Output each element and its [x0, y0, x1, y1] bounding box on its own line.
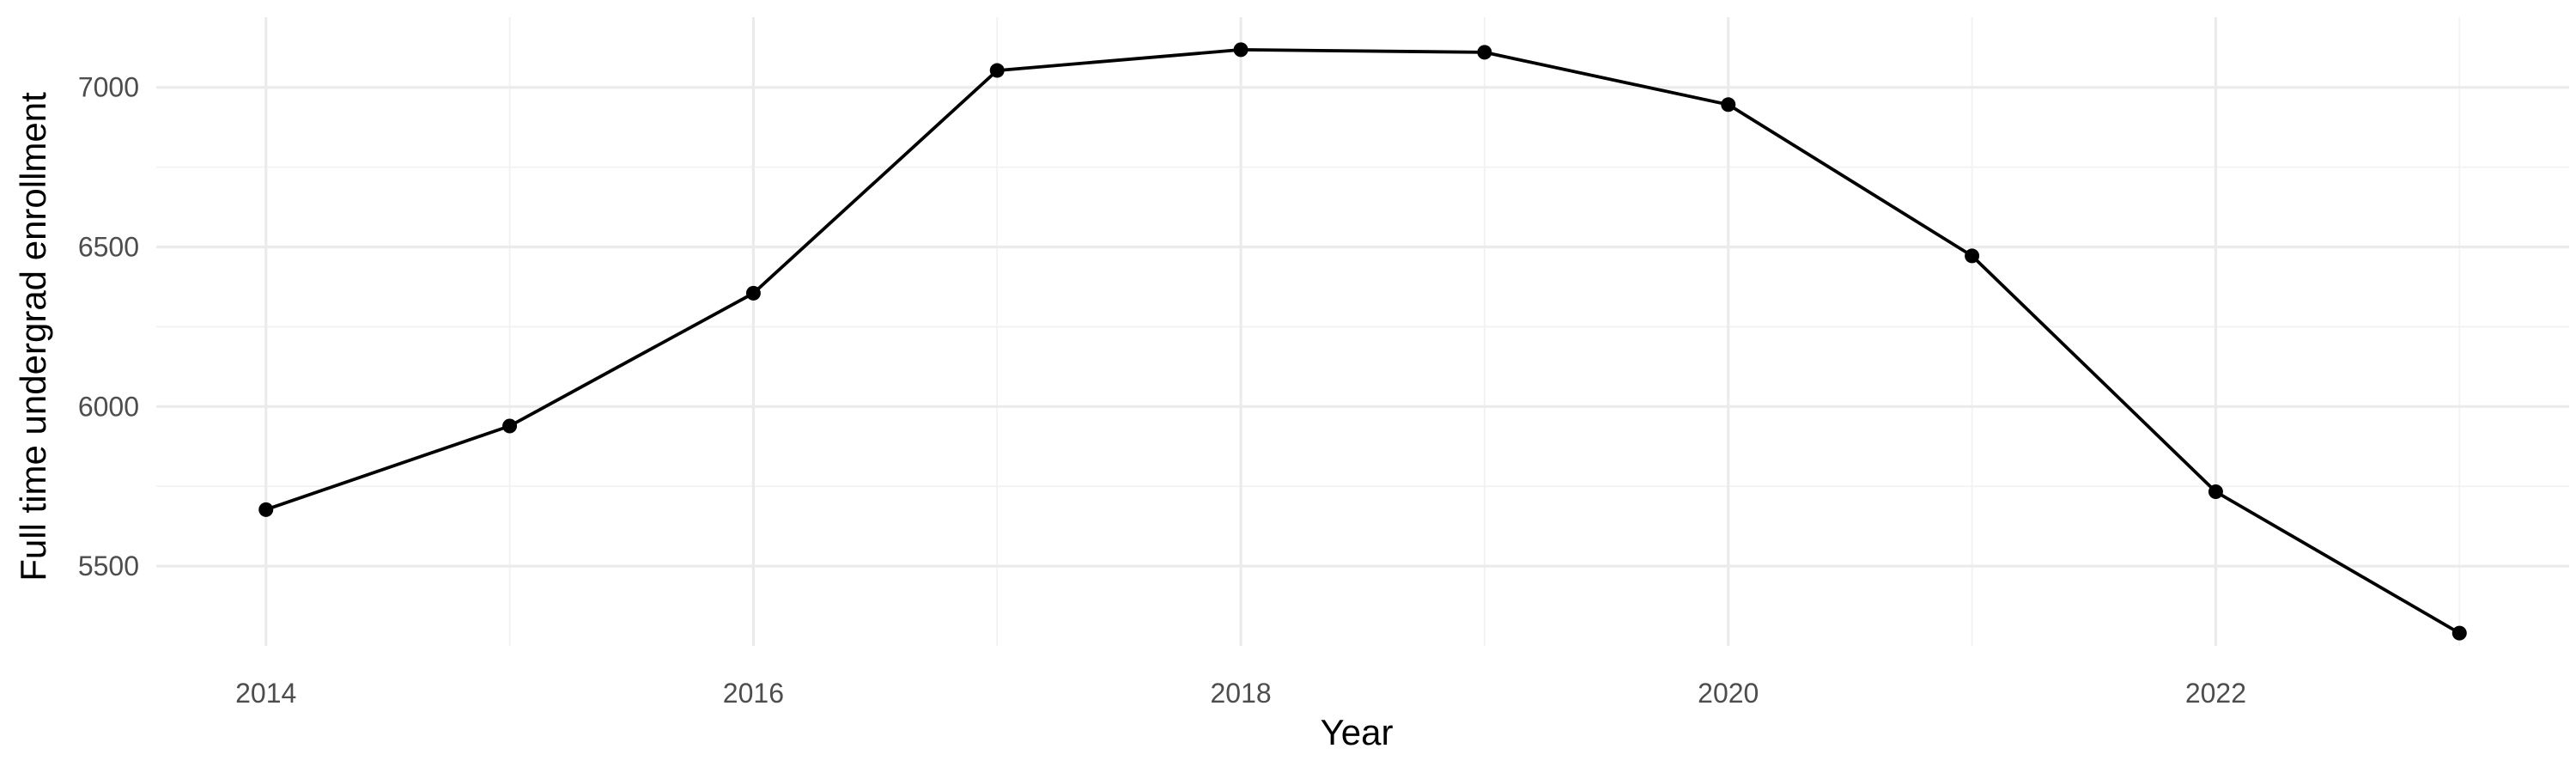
- y-tick-label: 6500: [78, 232, 139, 263]
- x-tick-label: 2014: [235, 678, 296, 709]
- x-tick-label: 2016: [723, 678, 784, 709]
- x-tick-label: 2020: [1698, 678, 1759, 709]
- x-tick-label: 2018: [1210, 678, 1271, 709]
- data-point: [989, 63, 1005, 78]
- data-point: [2208, 484, 2223, 500]
- series: [258, 42, 2467, 641]
- data-point: [745, 285, 761, 301]
- y-tick-label: 6000: [78, 391, 139, 422]
- y-tick-label: 7000: [78, 72, 139, 103]
- x-axis-title: Year: [1321, 712, 1394, 752]
- data-point: [1721, 97, 1736, 113]
- grid: [156, 17, 2569, 646]
- data-point: [258, 502, 274, 517]
- data-point: [1233, 42, 1249, 58]
- x-tick-label: 2022: [2185, 678, 2246, 709]
- data-point: [502, 418, 518, 434]
- tick-labels: 2014 2016 2018 2020 2022 5500 6000 6500 7000: [78, 72, 2246, 709]
- data-point: [1965, 248, 1980, 264]
- y-tick-label: 5500: [78, 551, 139, 581]
- data-point: [1477, 45, 1492, 60]
- series-line: [265, 48, 2461, 635]
- data-point: [2451, 625, 2467, 641]
- y-axis-title: Full time undergrad enrollment: [13, 92, 53, 581]
